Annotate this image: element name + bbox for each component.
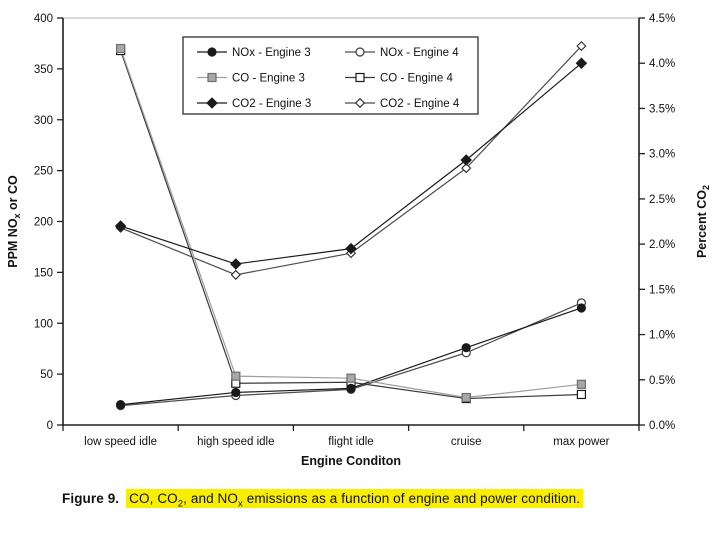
data-point-filled-square (461, 392, 471, 403)
y-axis-left-tick-label: 50 (40, 369, 53, 381)
data-point-open-diamond (576, 40, 587, 52)
y-axis-left-tick-label: 100 (34, 318, 53, 330)
y-axis-right-tick-label: 3.0% (649, 149, 675, 161)
y-axis-left-tick-label: 250 (34, 166, 53, 178)
x-axis-category-label: low speed idle (84, 436, 157, 448)
data-point-open-diamond (461, 163, 472, 174)
data-point-filled-diamond (575, 57, 588, 70)
figure-caption-label: Figure 9. (62, 491, 120, 506)
y-axis-left-tick-label: 150 (34, 267, 53, 279)
data-point-filled-diamond (460, 154, 472, 166)
data-point-filled-circle (115, 400, 126, 410)
y-axis-right-tick-label: 0.5% (649, 375, 675, 387)
y-axis-title-right: Percent CO2 (695, 185, 711, 258)
x-axis-title: Engine Conditon (301, 454, 401, 468)
legend-key-open-diamond (354, 97, 366, 109)
y-axis-right-tick-label: 1.0% (649, 330, 675, 342)
data-point-filled-square (231, 371, 241, 381)
data-point-filled-circle (461, 343, 471, 353)
legend-label: CO - Engine 4 (380, 73, 453, 85)
y-axis-left-tick-label: 300 (34, 115, 53, 127)
legend-label: NOx - Engine 3 (232, 47, 311, 59)
y-axis-left-tick-label: 0 (47, 420, 53, 432)
data-point-filled-circle (231, 387, 241, 398)
y-axis-title-left: PPM NOx or CO (6, 175, 22, 268)
legend-label: CO2 - Engine 3 (232, 98, 311, 110)
caption-subscript: 2 (177, 498, 184, 510)
y-axis-left-tick-label: 200 (34, 217, 53, 229)
x-axis-category-label: max power (553, 436, 609, 448)
y-axis-right-tick-label: 1.5% (649, 284, 675, 296)
caption-text-segment: , and NO (183, 491, 238, 506)
y-axis-right-tick-label: 4.5% (649, 13, 675, 25)
legend-box (182, 36, 479, 115)
x-axis-category-label: flight idle (328, 436, 373, 448)
legend-key-filled-circle (207, 47, 217, 57)
legend-key-open-square (355, 72, 365, 83)
data-point-open-square (576, 389, 587, 400)
caption-text-segment: CO, CO (129, 491, 178, 506)
y-axis-right-tick-label: 3.5% (649, 103, 675, 115)
data-point-filled-diamond (345, 242, 357, 255)
y-axis-left-tick-label: 350 (34, 64, 53, 76)
legend-label: NOx - Engine 4 (380, 47, 459, 59)
legend-key-filled-diamond (206, 97, 218, 109)
data-point-filled-square (115, 43, 126, 54)
data-point-filled-square (346, 373, 356, 383)
data-point-filled-circle (346, 383, 356, 393)
y-axis-right-tick-label: 0.0% (649, 420, 675, 432)
y-axis-left-tick-label: 400 (34, 13, 53, 25)
data-point-filled-square (576, 379, 587, 389)
legend-key-filled-square (207, 72, 217, 83)
x-axis-category-label: high speed idle (197, 436, 274, 448)
y-axis-right-tick-label: 4.0% (649, 58, 675, 70)
figure-caption-text: CO, CO2, and NOx emissions as a function… (126, 489, 584, 510)
data-point-filled-circle (576, 303, 587, 313)
y-axis-right-tick-label: 2.0% (649, 239, 675, 251)
legend-key-open-circle (355, 47, 365, 57)
x-axis-category-label: cruise (451, 436, 482, 448)
data-point-filled-diamond (230, 258, 242, 270)
legend-label: CO2 - Engine 4 (380, 98, 460, 110)
y-axis-right-tick-label: 2.5% (649, 194, 675, 206)
caption-subscript: x (238, 498, 243, 510)
caption-text-segment: emissions as a function of engine and po… (242, 491, 581, 506)
data-point-open-diamond (230, 269, 241, 280)
data-point-filled-diamond (114, 220, 127, 232)
figure-caption: Figure 9. CO, CO2, and NOx emissions as a… (62, 489, 584, 510)
emissions-line-chart: 0 50 100 150 200 250 300 350 400 0.0% 0.5% 1.0% 1.5%… (6, 13, 711, 468)
legend-label: CO - Engine 3 (232, 73, 305, 85)
